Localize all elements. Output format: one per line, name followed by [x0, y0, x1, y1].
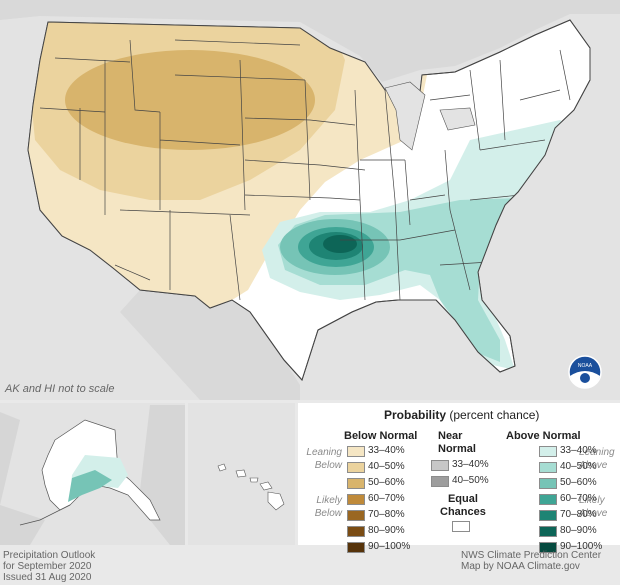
above-normal-swatch-3: [539, 494, 557, 505]
below-normal-swatch-1: [347, 462, 365, 473]
below-normal-label-5: 80–90%: [368, 525, 405, 536]
near-normal-label-1: 40–50%: [452, 475, 489, 486]
above-normal-label-5: 80–90%: [560, 525, 597, 536]
equal-chances-heading: Equal Chances: [440, 493, 486, 518]
scale-note: AK and HI not to scale: [5, 383, 115, 395]
noaa-logo: [568, 355, 602, 389]
above-normal-swatch-2: [539, 478, 557, 489]
above-normal-label-4: 70–80%: [560, 509, 597, 520]
outlook-shading: [28, 20, 590, 370]
hawaii-map: [217, 463, 285, 511]
near-normal-heading: Near Normal: [438, 430, 476, 455]
above-normal-swatch-4: [539, 510, 557, 521]
below-normal-label-4: 70–80%: [368, 509, 405, 520]
below-normal-swatch-2: [347, 478, 365, 489]
likely-above-label: Likely Above: [579, 495, 608, 519]
legend-title-main: Probability: [384, 408, 447, 422]
above-80-90: [323, 235, 357, 253]
outlook-caption: Precipitation Outlook for September 2020…: [3, 550, 96, 583]
legend-title: Probability (percent chance): [384, 408, 539, 422]
above-normal-swatch-1: [539, 462, 557, 473]
above-normal-swatch-6: [539, 542, 557, 553]
near-normal-swatch-1: [431, 476, 449, 487]
below-normal-heading: Below Normal: [344, 430, 418, 442]
above-normal-label-3: 60–70%: [560, 493, 597, 504]
legend-title-suffix: (percent chance): [449, 408, 540, 422]
below-normal-label-1: 40–50%: [368, 461, 405, 472]
above-normal-label-1: 40–50%: [560, 461, 597, 472]
noaa-logo-text: NOAA: [578, 363, 593, 369]
likely-below-label: Likely Below: [314, 495, 342, 519]
above-normal-label-6: 90–100%: [560, 541, 603, 552]
below-normal-swatch-3: [347, 494, 365, 505]
equal-chances-swatch: [452, 521, 470, 532]
leaning-below-label: Leaning Below: [306, 447, 342, 471]
mexico-region: [120, 290, 300, 400]
state-boundaries: [39, 39, 571, 301]
below-normal-label-6: 90–100%: [368, 541, 411, 552]
great-lakes: [384, 81, 426, 151]
above-normal-label-2: 50–60%: [560, 477, 597, 488]
below-normal-swatch-5: [347, 526, 365, 537]
below-normal-label-2: 50–60%: [368, 477, 405, 488]
below-normal-swatch-0: [347, 446, 365, 457]
below-normal-label-3: 60–70%: [368, 493, 405, 504]
above-normal-label-0: 33–40%: [560, 445, 597, 456]
below-normal-swatch-6: [347, 542, 365, 553]
near-normal-label-0: 33–40%: [452, 459, 489, 470]
leaning-above-label: Leaning Above: [579, 447, 615, 471]
credit-caption: NWS Climate Prediction Center Map by NOA…: [461, 550, 602, 572]
alaska-map: [0, 405, 185, 545]
near-normal-swatch-0: [431, 460, 449, 471]
canada-region: [0, 0, 620, 82]
below-50-60: [65, 50, 315, 150]
above-normal-swatch-0: [539, 446, 557, 457]
above-normal-heading: Above Normal: [506, 430, 581, 442]
above-normal-swatch-5: [539, 526, 557, 537]
below-normal-label-0: 33–40%: [368, 445, 405, 456]
below-normal-swatch-4: [347, 510, 365, 521]
